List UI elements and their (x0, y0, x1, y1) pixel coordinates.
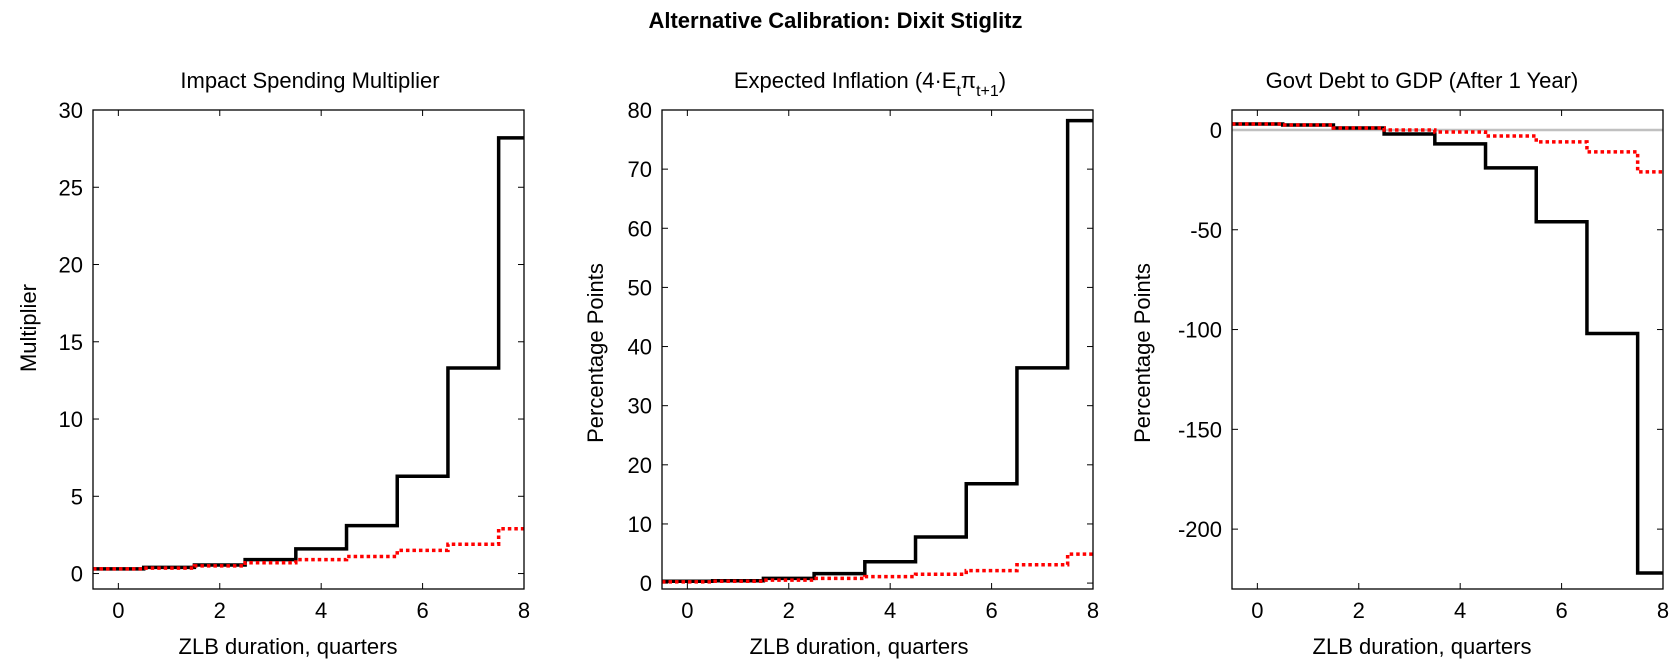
series-layer (93, 138, 524, 569)
plot-frame (662, 110, 1093, 589)
chart-title: Expected Inflation (4·Etπt+1) (734, 68, 1006, 100)
y-tick-label: 40 (628, 335, 652, 360)
x-tick-label: 0 (1251, 598, 1263, 623)
x-axis-label: ZLB duration, quarters (179, 634, 398, 659)
plot-frame (1232, 110, 1663, 589)
x-tick-label: 0 (112, 598, 124, 623)
y-tick-label: 70 (628, 157, 652, 182)
x-tick-label: 6 (985, 598, 997, 623)
plot-frame (93, 110, 524, 589)
y-tick-label: 80 (628, 98, 652, 123)
title-sub-t1: t+1 (976, 83, 999, 100)
y-tick-label: 50 (628, 275, 652, 300)
series-line-black-solid (662, 121, 1093, 582)
chart-govt-debt: Govt Debt to GDP (After 1 Year) ZLB dura… (1130, 68, 1669, 659)
x-tick-label: 4 (884, 598, 896, 623)
x-tick-label: 8 (518, 598, 530, 623)
y-tick-label: 15 (59, 330, 83, 355)
x-tick-label: 4 (1454, 598, 1466, 623)
chart-impact-multiplier: Impact Spending Multiplier ZLB duration,… (16, 68, 530, 659)
x-tick-label: 2 (783, 598, 795, 623)
y-tick-label: 10 (59, 407, 83, 432)
series-layer (662, 121, 1093, 582)
x-tick-label: 8 (1657, 598, 1669, 623)
chart-expected-inflation: Expected Inflation (4·Etπt+1) ZLB durati… (583, 68, 1099, 659)
y-tick-label: 20 (628, 453, 652, 478)
y-tick-label: 25 (59, 175, 83, 200)
title-end: ) (999, 68, 1006, 93)
title-pi: π (961, 68, 976, 93)
y-tick-label: -50 (1190, 218, 1222, 243)
y-tick-label: 0 (71, 562, 83, 587)
y-tick-label: 20 (59, 253, 83, 278)
y-tick-label: 10 (628, 512, 652, 537)
y-tick-label: 30 (59, 98, 83, 123)
chart-title: Govt Debt to GDP (After 1 Year) (1266, 68, 1579, 93)
x-axis-label: ZLB duration, quarters (1313, 634, 1532, 659)
series-line-black-solid (1232, 124, 1663, 573)
y-tick-label: 0 (1210, 118, 1222, 143)
x-tick-label: 2 (1353, 598, 1365, 623)
y-tick-label: 0 (640, 571, 652, 596)
y-tick-label: 60 (628, 216, 652, 241)
y-axis-label: Percentage Points (1130, 263, 1155, 443)
chart-title: Impact Spending Multiplier (180, 68, 439, 93)
y-axis-label: Multiplier (16, 284, 41, 372)
series-layer (1232, 124, 1663, 573)
series-line-red-dotted (662, 554, 1093, 582)
x-axis-label: ZLB duration, quarters (750, 634, 969, 659)
y-tick-label: 30 (628, 394, 652, 419)
y-tick-label: -100 (1178, 318, 1222, 343)
tick-layer: 0 2 4 6 8 0 -50 -100 -150 -200 (1178, 110, 1669, 623)
series-line-black-solid (93, 138, 524, 569)
x-tick-label: 0 (681, 598, 693, 623)
x-tick-label: 2 (214, 598, 226, 623)
title-part: Expected Inflation (4·E (734, 68, 957, 93)
x-tick-label: 8 (1087, 598, 1099, 623)
x-tick-label: 6 (416, 598, 428, 623)
x-tick-label: 4 (315, 598, 327, 623)
y-axis-label: Percentage Points (583, 263, 608, 443)
x-tick-label: 6 (1555, 598, 1567, 623)
y-tick-label: -150 (1178, 417, 1222, 442)
y-tick-label: 5 (71, 484, 83, 509)
y-tick-label: -200 (1178, 517, 1222, 542)
